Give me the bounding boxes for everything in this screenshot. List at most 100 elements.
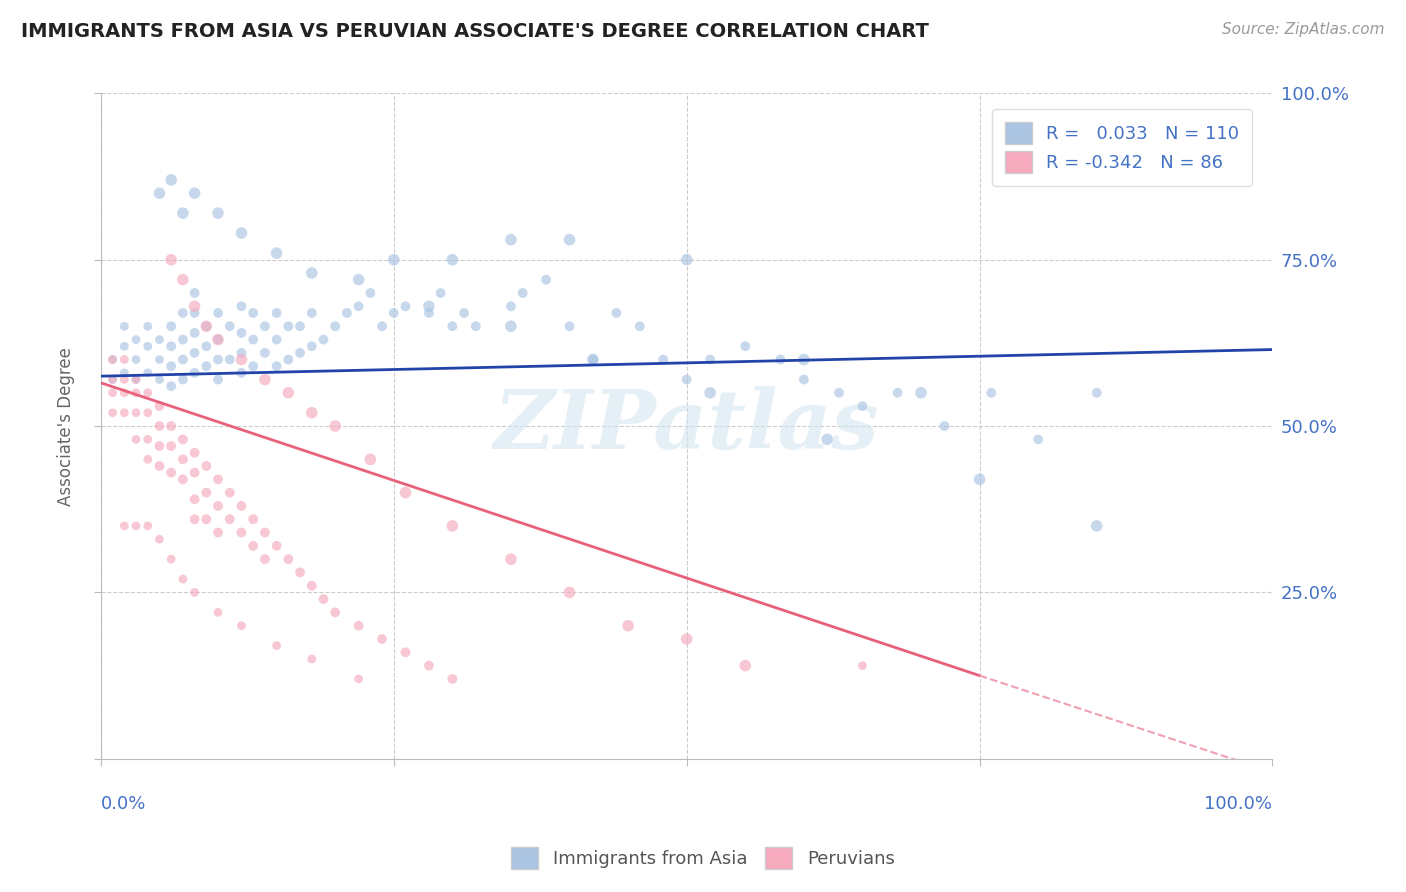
Point — [218, 319, 240, 334]
Text: 0.0%: 0.0% — [101, 796, 146, 814]
Point — [699, 352, 721, 367]
Point — [359, 285, 381, 300]
Point — [195, 359, 218, 374]
Point — [231, 299, 253, 313]
Point — [218, 485, 240, 500]
Point — [231, 352, 253, 367]
Point — [441, 519, 464, 533]
Point — [112, 385, 135, 400]
Point — [195, 458, 218, 473]
Point — [148, 419, 170, 434]
Point — [980, 385, 1002, 400]
Point — [886, 385, 908, 400]
Point — [582, 352, 605, 367]
Point — [148, 532, 170, 546]
Point — [242, 359, 264, 374]
Point — [371, 632, 394, 646]
Point — [394, 299, 416, 313]
Point — [418, 299, 440, 313]
Legend: R =   0.033   N = 110, R = -0.342   N = 86: R = 0.033 N = 110, R = -0.342 N = 86 — [993, 109, 1251, 186]
Point — [172, 333, 194, 347]
Point — [429, 285, 451, 300]
Point — [183, 445, 205, 459]
Point — [207, 333, 229, 347]
Point — [207, 306, 229, 320]
Point — [441, 319, 464, 334]
Point — [382, 252, 405, 267]
Point — [828, 385, 851, 400]
Point — [793, 372, 815, 386]
Point — [101, 406, 124, 420]
Point — [851, 399, 873, 413]
Point — [418, 658, 440, 673]
Point — [418, 306, 440, 320]
Point — [160, 319, 183, 334]
Point — [207, 525, 229, 540]
Point — [253, 372, 276, 386]
Point — [441, 252, 464, 267]
Point — [172, 372, 194, 386]
Point — [793, 352, 815, 367]
Point — [534, 273, 557, 287]
Point — [160, 379, 183, 393]
Text: Source: ZipAtlas.com: Source: ZipAtlas.com — [1222, 22, 1385, 37]
Point — [323, 319, 346, 334]
Point — [125, 352, 148, 367]
Point — [231, 226, 253, 240]
Point — [160, 466, 183, 480]
Point — [160, 552, 183, 566]
Point — [288, 319, 311, 334]
Point — [231, 618, 253, 632]
Point — [652, 352, 675, 367]
Point — [231, 525, 253, 540]
Point — [125, 519, 148, 533]
Point — [277, 319, 299, 334]
Point — [183, 346, 205, 360]
Point — [172, 352, 194, 367]
Point — [183, 585, 205, 599]
Point — [160, 359, 183, 374]
Point — [347, 618, 370, 632]
Point — [183, 306, 205, 320]
Point — [851, 658, 873, 673]
Point — [112, 352, 135, 367]
Point — [207, 499, 229, 513]
Text: IMMIGRANTS FROM ASIA VS PERUVIAN ASSOCIATE'S DEGREE CORRELATION CHART: IMMIGRANTS FROM ASIA VS PERUVIAN ASSOCIA… — [21, 22, 929, 41]
Point — [112, 406, 135, 420]
Point — [183, 466, 205, 480]
Point — [148, 399, 170, 413]
Text: 100.0%: 100.0% — [1205, 796, 1272, 814]
Point — [301, 579, 323, 593]
Point — [734, 658, 756, 673]
Point — [172, 206, 194, 220]
Point — [101, 372, 124, 386]
Point — [125, 433, 148, 447]
Point — [195, 319, 218, 334]
Point — [1085, 385, 1108, 400]
Point — [312, 333, 335, 347]
Point — [253, 525, 276, 540]
Point — [253, 552, 276, 566]
Point — [382, 306, 405, 320]
Point — [207, 372, 229, 386]
Point — [172, 572, 194, 586]
Point — [207, 333, 229, 347]
Point — [288, 566, 311, 580]
Point — [277, 352, 299, 367]
Point — [172, 273, 194, 287]
Point — [148, 458, 170, 473]
Point — [231, 499, 253, 513]
Point — [301, 306, 323, 320]
Point — [136, 385, 159, 400]
Point — [101, 372, 124, 386]
Point — [617, 618, 640, 632]
Point — [288, 346, 311, 360]
Point — [112, 519, 135, 533]
Point — [183, 366, 205, 380]
Point — [371, 319, 394, 334]
Point — [266, 359, 288, 374]
Point — [148, 333, 170, 347]
Point — [172, 433, 194, 447]
Point — [101, 385, 124, 400]
Point — [183, 186, 205, 201]
